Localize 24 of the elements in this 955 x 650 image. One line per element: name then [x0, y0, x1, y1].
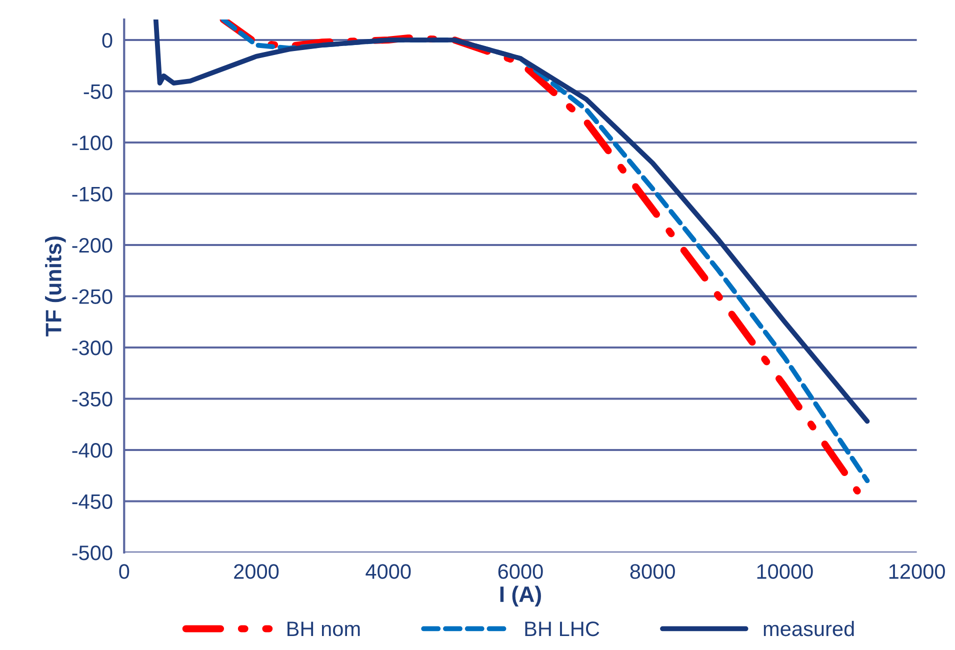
legend-label: BH LHC [525, 621, 600, 636]
y-tick-label: -150 [72, 186, 112, 202]
y-axis-title: TF (units) [45, 236, 66, 336]
y-tick-label: -250 [72, 289, 112, 304]
legend-label: measured [764, 620, 854, 636]
y-tick-label: -100 [72, 136, 112, 150]
line-series [153, 20, 870, 424]
x-tick-label: 6000 [498, 564, 543, 579]
y-tick-label: -350 [72, 392, 112, 407]
x-tick-label: 4000 [366, 564, 411, 579]
x-tick-label: 2000 [234, 564, 279, 579]
y-tick-label: -400 [72, 443, 112, 458]
y-tick-label: -200 [72, 238, 112, 253]
x-tick-label: 10000 [757, 564, 813, 579]
x-tick-label: 8000 [630, 564, 675, 579]
y-tick-label: -500 [72, 546, 112, 560]
x-tick-label: 0 [119, 564, 130, 579]
y-tick-label: -300 [72, 340, 112, 356]
y-tick-label: -450 [72, 494, 112, 510]
legend-label: BH nom [288, 622, 360, 636]
y-tick-label: 0 [102, 33, 112, 48]
y-tick-label: -50 [84, 84, 112, 100]
x-axis-title: I (A) [500, 586, 541, 607]
x-tick-label: 12000 [889, 564, 945, 579]
